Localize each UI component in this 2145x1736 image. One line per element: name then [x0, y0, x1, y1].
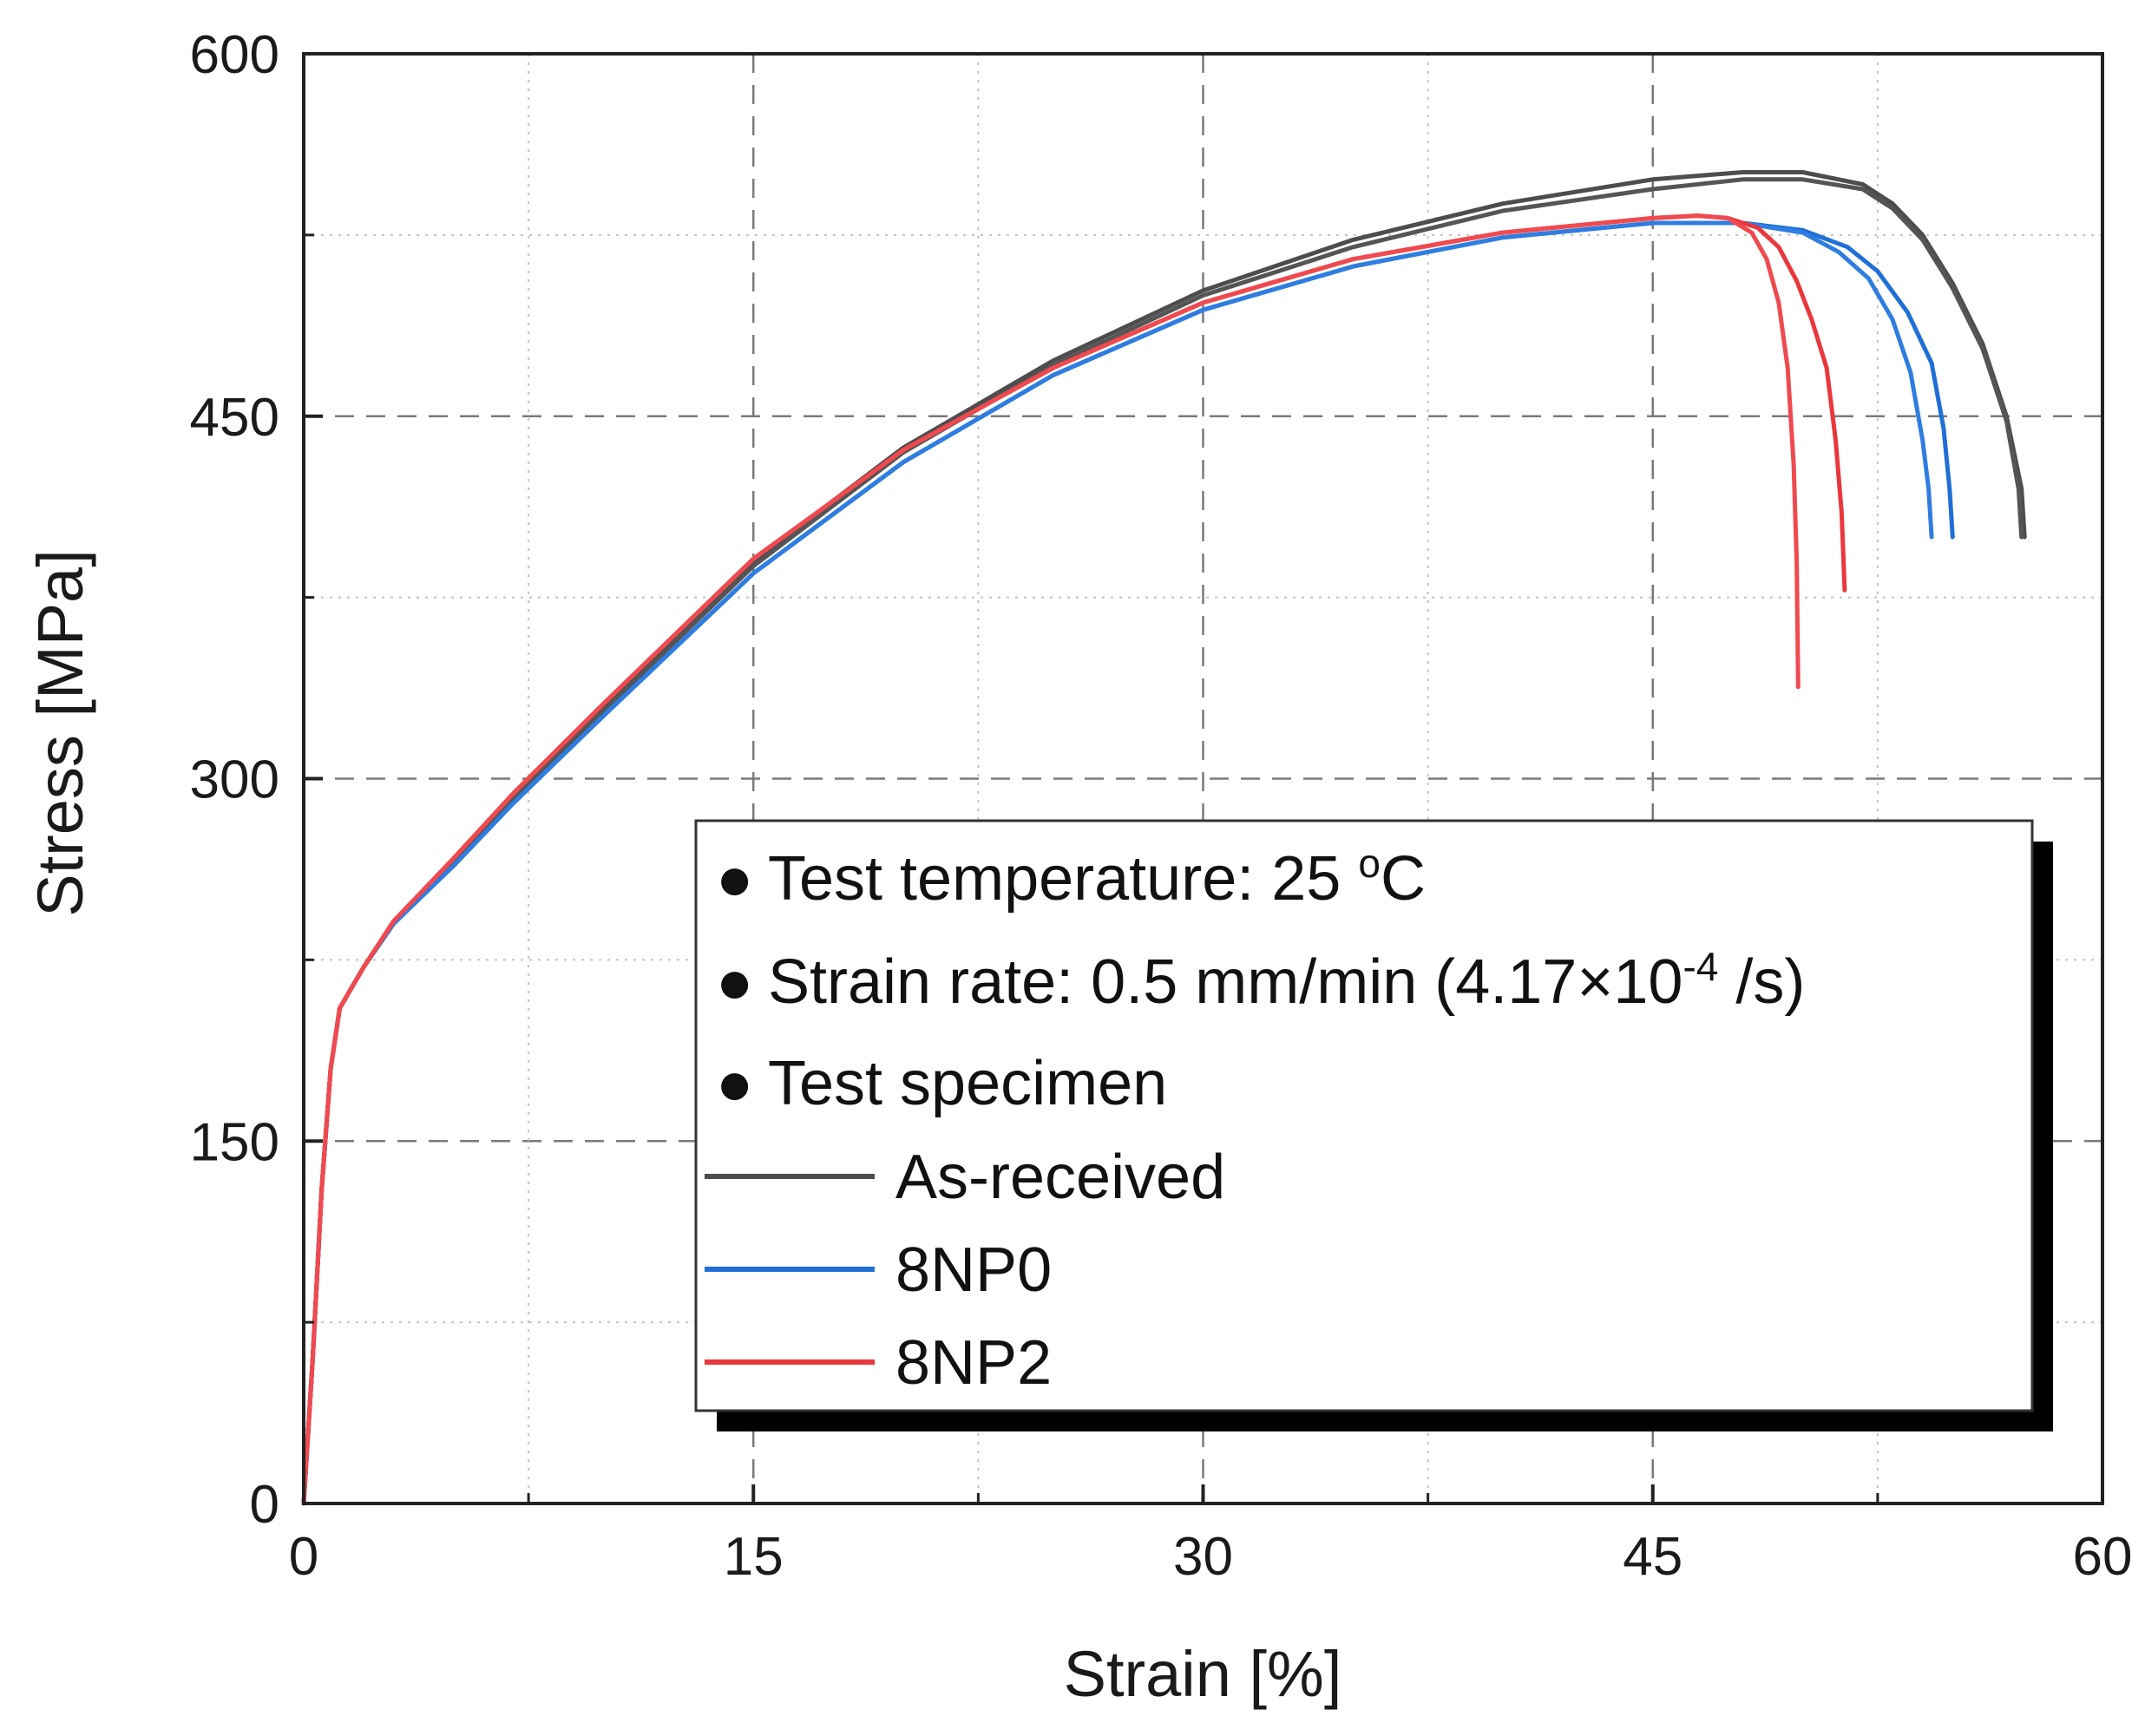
legend-note-main: Test temperature: 25	[768, 844, 1358, 914]
legend-box	[694, 819, 2034, 1412]
legend-note-text: Test specimen	[768, 1049, 1167, 1118]
legend-note-sup: o	[1358, 841, 1381, 886]
y-tick-label: 0	[250, 1475, 279, 1535]
x-tick-label: 45	[1623, 1527, 1683, 1587]
legend-note-bullet: ●	[716, 1049, 754, 1118]
legend-note-temperature: ● Test temperature: 25 oC	[716, 841, 1426, 914]
x-tick-label: 15	[724, 1527, 784, 1587]
y-tick-label: 600	[190, 25, 279, 85]
x-tick-label: 60	[2073, 1527, 2133, 1587]
series-line-8np2	[301, 213, 1801, 1506]
legend-note-strain-rate: ● Strain rate: 0.5 mm/min (4.17×10-4 /s)	[716, 944, 1805, 1017]
legend-entry-as-received: As-received	[895, 1143, 1225, 1212]
legend-note-specimen: ● Test specimen	[716, 1049, 1167, 1118]
legend-note-tail: /s)	[1718, 947, 1805, 1017]
axis-ticks	[302, 52, 2104, 1505]
x-tick-label: 0	[289, 1527, 318, 1587]
series-lines	[301, 170, 2027, 1506]
legend-entry-8np0: 8NP0	[895, 1235, 1052, 1305]
y-tick-label: 150	[190, 1112, 279, 1172]
x-tick-label: 30	[1173, 1527, 1233, 1587]
legend-note-sup: -4	[1683, 944, 1718, 989]
y-tick-label: 450	[190, 388, 279, 448]
legend-note-main: Strain rate: 0.5 mm/min (4.17×10	[768, 947, 1683, 1017]
legend-note-text: Strain rate: 0.5 mm/min (4.17×10-4 /s)	[768, 944, 1805, 1017]
x-axis-title: Strain [%]	[1064, 1638, 1342, 1710]
legend-note-text: Test temperature: 25 oC	[768, 841, 1426, 914]
legend: ● Test temperature: 25 oC ● Strain rate:…	[694, 819, 2053, 1431]
legend-entry-8np2: 8NP2	[895, 1328, 1052, 1398]
legend-note-tail: C	[1381, 844, 1426, 914]
y-tick-label: 300	[190, 750, 279, 810]
legend-note-bullet: ●	[716, 947, 754, 1017]
y-axis-title: Stress [MPa]	[24, 549, 96, 917]
legend-note-bullet: ●	[716, 844, 754, 914]
